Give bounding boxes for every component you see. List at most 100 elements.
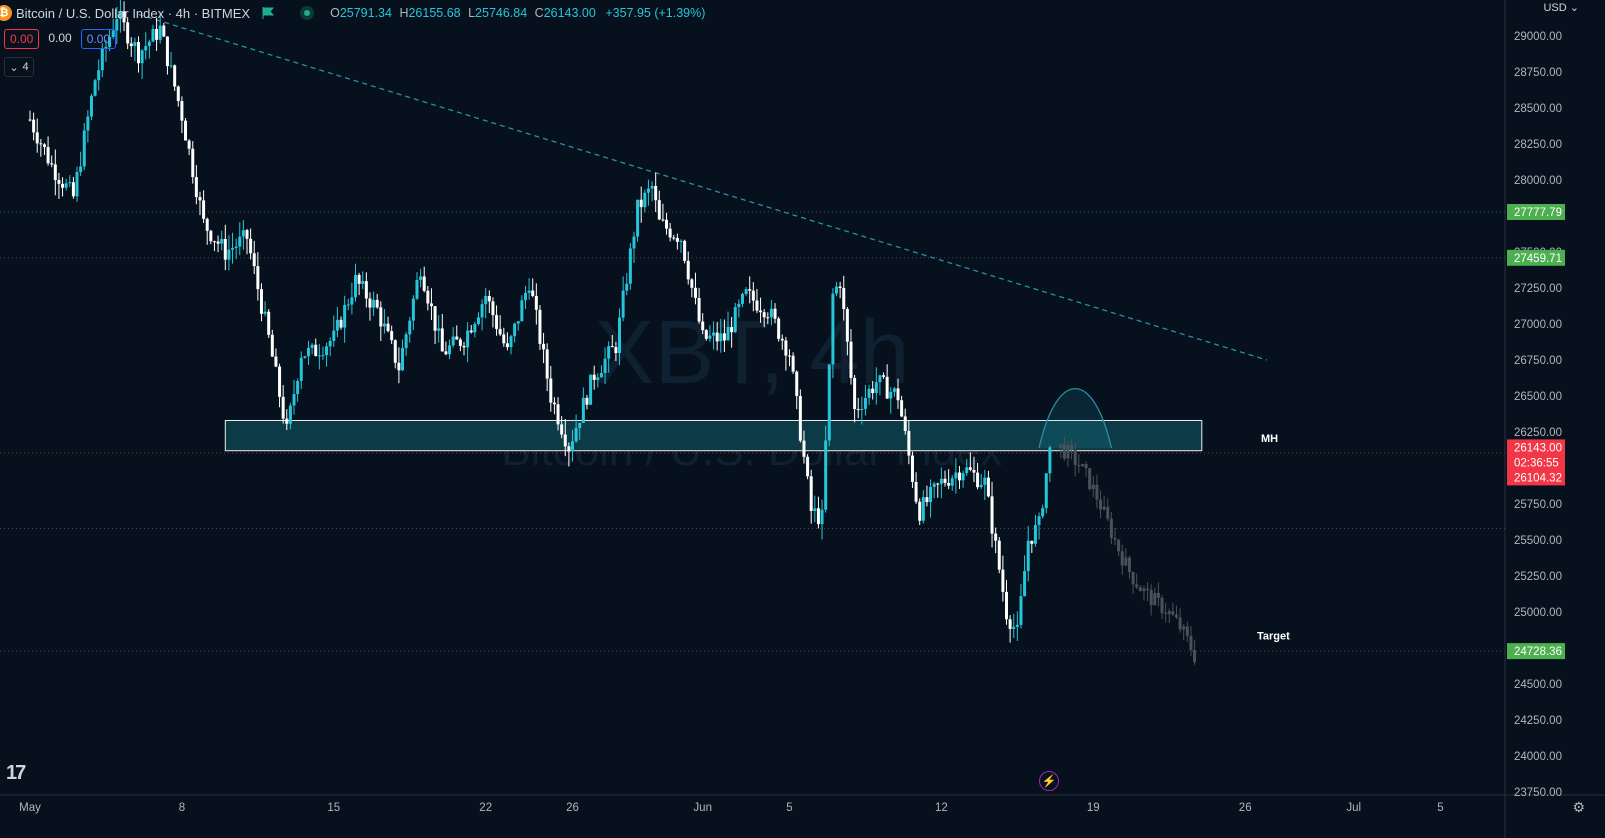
candle-body [845, 308, 849, 342]
candle-body [57, 179, 61, 184]
time-tick-label: Jun [693, 802, 712, 814]
time-tick-label: 22 [479, 802, 492, 814]
candle-body [444, 351, 448, 355]
candle-body [162, 25, 166, 37]
candle-body [382, 323, 386, 327]
projection-candle-body [1171, 611, 1175, 615]
candle-body [64, 183, 68, 188]
candle-body [429, 303, 433, 307]
projection-candle-body [1080, 463, 1084, 467]
candle-body [777, 318, 781, 339]
candle-body [75, 172, 79, 197]
candle-body [813, 508, 817, 512]
indicator-value-plain[interactable]: 0.00 [48, 31, 72, 45]
candle-body [842, 288, 846, 309]
candle-body [632, 236, 636, 249]
symbol-title[interactable]: Bitcoin / U.S. Dollar Index · 4h · BITME… [16, 5, 251, 21]
candle-body [227, 249, 231, 260]
time-tick-label: 5 [1437, 802, 1443, 814]
projection-candle-body [1193, 650, 1197, 663]
price-tick-label: 28000.00 [1514, 175, 1562, 187]
indicator-value-red[interactable]: 0.00 [4, 29, 40, 49]
price-tick-label: 25000.00 [1514, 607, 1562, 619]
flag-icon[interactable] [262, 7, 275, 19]
candle-body [187, 140, 191, 149]
candle-body [722, 333, 726, 341]
candle-body [831, 293, 835, 365]
symbol-header: ₿ Bitcoin / U.S. Dollar Index · 4h · BIT… [0, 2, 705, 24]
price-tick-label: 25500.00 [1514, 535, 1562, 547]
candle-body [820, 509, 824, 525]
candle-body [592, 374, 596, 380]
candle-body [997, 540, 1001, 570]
candle-body [50, 163, 54, 165]
candle-body [108, 36, 112, 47]
candle-body [466, 330, 470, 348]
candle-body [1001, 569, 1005, 592]
ohlc-values: O25791.34 H26155.68 L25746.84 C26143.00 … [330, 6, 706, 20]
candle-body [853, 377, 857, 410]
candle-body [578, 422, 582, 428]
projection-candle-body [1127, 557, 1131, 572]
candle-body [560, 424, 564, 435]
candle-body [332, 330, 336, 341]
candle-body [68, 182, 72, 184]
currency-select[interactable]: USD ⌄ [1543, 2, 1579, 14]
candle-body [636, 199, 640, 237]
indicators-collapse-button[interactable]: ⌄ 4 [4, 57, 34, 77]
candle-body [267, 311, 271, 335]
candle-body [292, 394, 296, 406]
candle-body [599, 373, 603, 378]
candle-body [921, 497, 925, 521]
candle-body [809, 476, 813, 512]
candle-body [527, 290, 531, 293]
candle-body [1005, 591, 1008, 620]
candle-body [278, 366, 282, 397]
projection-candle-body [1174, 614, 1178, 618]
candle-body [126, 22, 130, 44]
candle-body [740, 293, 744, 304]
projection-candle-body [1102, 506, 1106, 510]
candle-body [748, 289, 752, 291]
candle-body [505, 343, 509, 348]
candle-body [835, 286, 839, 294]
high-value: 26155.68 [408, 6, 461, 20]
candle-body [249, 238, 253, 254]
candle-body [296, 380, 300, 395]
tradingview-logo-icon[interactable]: 17 [6, 762, 26, 784]
level-badge-bg [1507, 203, 1565, 220]
candle-body [596, 377, 600, 380]
candle-body [165, 36, 169, 67]
price-tick-label: 27000.00 [1514, 319, 1562, 331]
candle-body [697, 297, 701, 322]
candle-body [411, 298, 415, 321]
candle-body [350, 297, 354, 305]
candle-body [910, 455, 914, 482]
candle-body [693, 287, 697, 298]
candle-body [538, 309, 542, 344]
candle-body [339, 319, 343, 328]
candle-body [28, 119, 32, 121]
indicator-values: 0.00 0.00 0.00 [4, 29, 117, 49]
candle-body [89, 95, 93, 117]
candle-body [270, 334, 274, 357]
candle-body [1044, 473, 1048, 509]
candle-body [46, 147, 50, 164]
projection-candle-body [1077, 464, 1081, 467]
market-status-icon[interactable] [300, 6, 315, 20]
gear-icon[interactable]: ⚙ [1572, 799, 1585, 815]
lightning-icon[interactable]: ⚡ [1039, 771, 1059, 791]
candle-body [795, 371, 799, 397]
indicator-value-blue[interactable]: 0.00 [80, 29, 117, 49]
candle-body [234, 246, 238, 249]
candle-body [386, 323, 390, 332]
candle-body [357, 274, 361, 284]
candle-body [299, 357, 303, 381]
candle-body [440, 328, 444, 352]
candle-body [1030, 540, 1034, 544]
candle-body [256, 266, 260, 290]
target-label: Target [1257, 630, 1290, 642]
close-value: 26143.00 [543, 6, 596, 20]
